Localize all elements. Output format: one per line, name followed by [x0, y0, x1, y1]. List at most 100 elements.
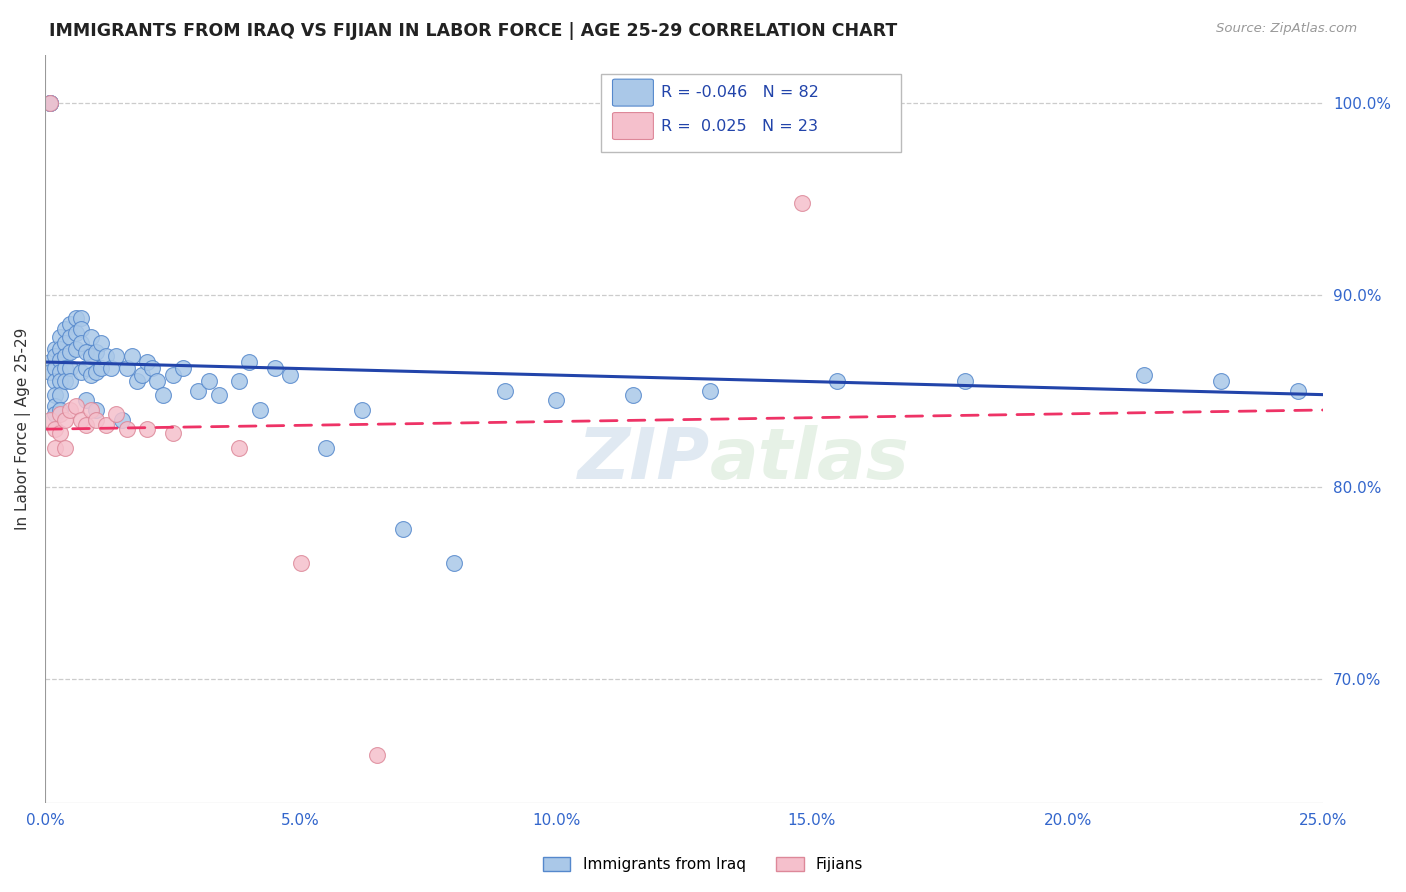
Point	[264, 360, 287, 375]
Point	[141, 360, 163, 375]
Point	[39, 365, 62, 379]
Legend: Immigrants from Iraq, Fijians: Immigrants from Iraq, Fijians	[536, 849, 870, 880]
Point	[49, 342, 72, 356]
Point	[39, 96, 62, 111]
Point	[49, 374, 72, 388]
Point	[105, 407, 128, 421]
Point	[1133, 368, 1156, 383]
Point	[39, 96, 62, 111]
Point	[955, 374, 977, 388]
Point	[65, 326, 87, 341]
Text: ZIP: ZIP	[578, 425, 710, 493]
Point	[228, 442, 250, 456]
Point	[75, 360, 97, 375]
Point	[136, 355, 159, 369]
Point	[53, 349, 76, 363]
Point	[125, 374, 148, 388]
Point	[366, 748, 388, 763]
Point	[80, 349, 103, 363]
Point	[44, 387, 66, 401]
Point	[59, 345, 82, 359]
Point	[59, 360, 82, 375]
Point	[115, 422, 138, 436]
Point	[136, 422, 159, 436]
Point	[53, 442, 76, 456]
Point	[44, 360, 66, 375]
Point	[65, 399, 87, 413]
Point	[621, 387, 644, 401]
Point	[53, 322, 76, 336]
Point	[59, 403, 82, 417]
Text: IMMIGRANTS FROM IRAQ VS FIJIAN IN LABOR FORCE | AGE 25-29 CORRELATION CHART: IMMIGRANTS FROM IRAQ VS FIJIAN IN LABOR …	[49, 22, 897, 40]
Point	[75, 345, 97, 359]
Point	[69, 322, 91, 336]
Point	[59, 317, 82, 331]
Point	[699, 384, 721, 398]
Point	[228, 374, 250, 388]
Text: Source: ZipAtlas.com: Source: ZipAtlas.com	[1216, 22, 1357, 36]
Point	[80, 403, 103, 417]
Point	[162, 425, 184, 440]
Point	[49, 387, 72, 401]
Text: R =  0.025   N = 23: R = 0.025 N = 23	[661, 119, 818, 134]
Point	[49, 407, 72, 421]
FancyBboxPatch shape	[600, 74, 901, 153]
Point	[238, 355, 260, 369]
Point	[827, 374, 849, 388]
Point	[443, 557, 465, 571]
Point	[49, 365, 72, 379]
Point	[49, 353, 72, 368]
Point	[146, 374, 169, 388]
Point	[84, 403, 107, 417]
Point	[59, 330, 82, 344]
Point	[315, 442, 337, 456]
Point	[44, 422, 66, 436]
Point	[49, 330, 72, 344]
Point	[790, 195, 813, 210]
Point	[49, 425, 72, 440]
Point	[44, 407, 66, 421]
Point	[39, 96, 62, 111]
Point	[290, 557, 312, 571]
Point	[152, 387, 174, 401]
Point	[84, 345, 107, 359]
Point	[197, 374, 219, 388]
Point	[65, 310, 87, 325]
Point	[110, 412, 132, 426]
Point	[1209, 374, 1232, 388]
Point	[115, 360, 138, 375]
Point	[90, 335, 112, 350]
Point	[249, 403, 271, 417]
Point	[53, 360, 76, 375]
Point	[96, 349, 118, 363]
Text: atlas: atlas	[710, 425, 910, 493]
Point	[39, 96, 62, 111]
Point	[49, 403, 72, 417]
Point	[121, 349, 143, 363]
Text: R = -0.046   N = 82: R = -0.046 N = 82	[661, 85, 818, 100]
Point	[131, 368, 153, 383]
Point	[80, 368, 103, 383]
Point	[69, 365, 91, 379]
Point	[90, 360, 112, 375]
Point	[69, 412, 91, 426]
Point	[162, 368, 184, 383]
Point	[100, 360, 122, 375]
Point	[44, 399, 66, 413]
Point	[69, 310, 91, 325]
Point	[75, 418, 97, 433]
Point	[280, 368, 302, 383]
Point	[105, 349, 128, 363]
Point	[96, 418, 118, 433]
Point	[187, 384, 209, 398]
Point	[208, 387, 231, 401]
Point	[53, 412, 76, 426]
Point	[75, 393, 97, 408]
Y-axis label: In Labor Force | Age 25-29: In Labor Force | Age 25-29	[15, 328, 31, 531]
Point	[44, 442, 66, 456]
Point	[53, 374, 76, 388]
Point	[84, 412, 107, 426]
Point	[392, 522, 415, 536]
Point	[39, 412, 62, 426]
Point	[172, 360, 194, 375]
